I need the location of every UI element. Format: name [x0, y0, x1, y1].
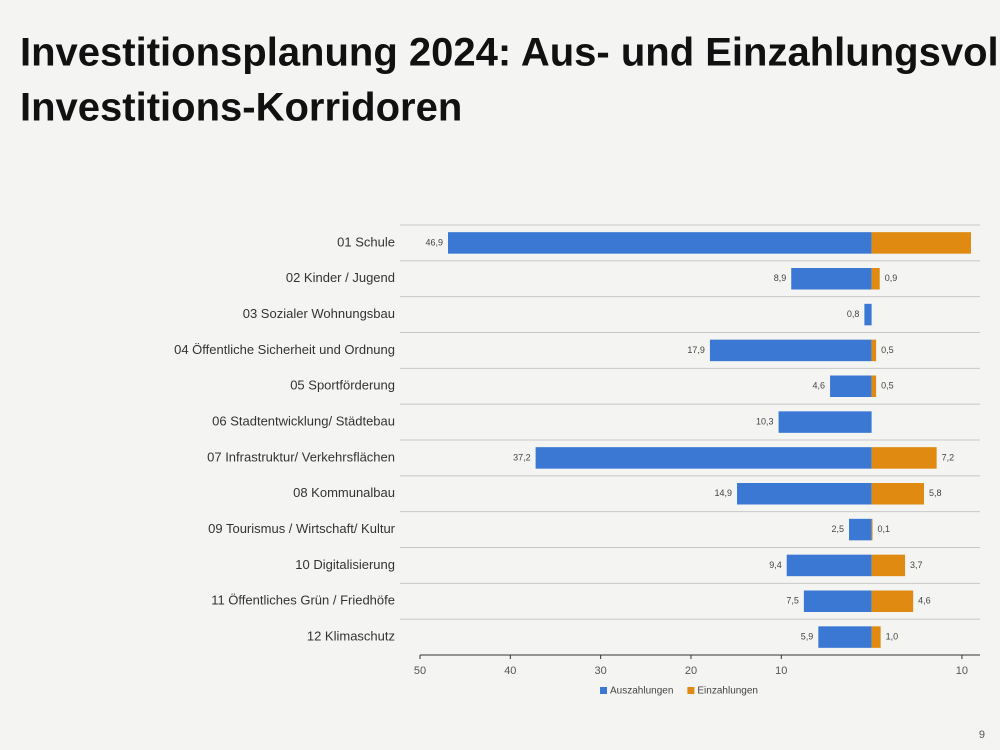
data-label: 0,8: [847, 309, 860, 319]
chart-title: Investitions-Korridoren: [20, 86, 462, 130]
data-label: 4,6: [813, 381, 826, 391]
category-label: 07 Infrastruktur/ Verkehrsflächen: [207, 449, 395, 464]
category-label: 01 Schule: [337, 234, 395, 249]
x-tick-label: 20: [685, 665, 697, 677]
data-label: 2,5: [832, 524, 845, 534]
data-label: 10,3: [756, 416, 774, 426]
x-tick-label: 40: [504, 665, 516, 677]
data-label: 7,2: [942, 452, 955, 462]
bar: [871, 626, 881, 648]
category-label: 10 Digitalisierung: [295, 557, 395, 572]
category-label: 09 Tourismus / Wirtschaft/ Kultur: [208, 521, 396, 536]
data-label: 17,9: [687, 345, 705, 355]
legend-swatch: [600, 687, 607, 694]
data-label: 0,5: [881, 345, 894, 355]
bar: [818, 626, 872, 648]
data-label: 0,9: [885, 273, 898, 283]
category-label: 04 Öffentliche Sicherheit und Ordnung: [174, 342, 395, 357]
page-number: 9: [979, 729, 985, 741]
bar: [871, 339, 877, 362]
bar: [871, 268, 880, 290]
chart-title: Investitionsplanung 2024: Aus- und Einza…: [20, 31, 1000, 75]
data-label: 0,5: [881, 381, 894, 391]
bar: [871, 232, 971, 254]
data-label: 4,6: [918, 596, 931, 606]
data-label: 9,4: [769, 560, 782, 570]
bar: [871, 483, 924, 505]
data-label: 0,1: [878, 524, 891, 534]
data-label: 5,8: [929, 488, 942, 498]
x-tick-label: 10: [775, 665, 787, 677]
category-label: 11 Öffentliches Grün / Friedhöfe: [211, 593, 395, 608]
data-label: 14,9: [715, 488, 733, 498]
category-label: 03 Sozialer Wohnungsbau: [243, 306, 395, 321]
category-label: 08 Kommunalbau: [293, 485, 395, 500]
bar: [849, 518, 872, 541]
legend-label: Einzahlungen: [697, 686, 758, 697]
x-tick-label: 50: [414, 665, 426, 677]
bar: [871, 518, 873, 541]
bar: [791, 268, 872, 290]
bar: [871, 447, 937, 469]
data-label: 8,9: [774, 273, 787, 283]
bar: [737, 483, 872, 505]
bar: [864, 303, 872, 326]
bar: [448, 232, 872, 254]
legend-label: Auszahlungen: [610, 686, 673, 697]
category-label: 12 Klimaschutz: [307, 629, 395, 644]
bar: [709, 339, 872, 362]
bar: [830, 375, 872, 397]
bar: [803, 590, 872, 612]
category-label: 02 Kinder / Jugend: [286, 270, 395, 285]
bar: [535, 447, 872, 469]
data-label: 46,9: [425, 237, 443, 247]
x-tick-label: 30: [595, 665, 607, 677]
category-label: 05 Sportförderung: [290, 378, 395, 393]
bar: [786, 554, 872, 577]
category-label: 06 Stadtentwicklung/ Städtebau: [212, 414, 395, 429]
bar: [778, 411, 872, 433]
data-label: 5,9: [801, 631, 814, 641]
bar: [871, 554, 906, 577]
legend-swatch: [687, 687, 695, 694]
data-label: 37,2: [513, 452, 531, 462]
x-tick-label: 10: [956, 665, 968, 677]
bar: [871, 590, 914, 612]
data-label: 3,7: [910, 560, 923, 570]
bar: [871, 375, 877, 397]
data-label: 7,5: [786, 596, 799, 606]
data-label: 1,0: [886, 631, 899, 641]
